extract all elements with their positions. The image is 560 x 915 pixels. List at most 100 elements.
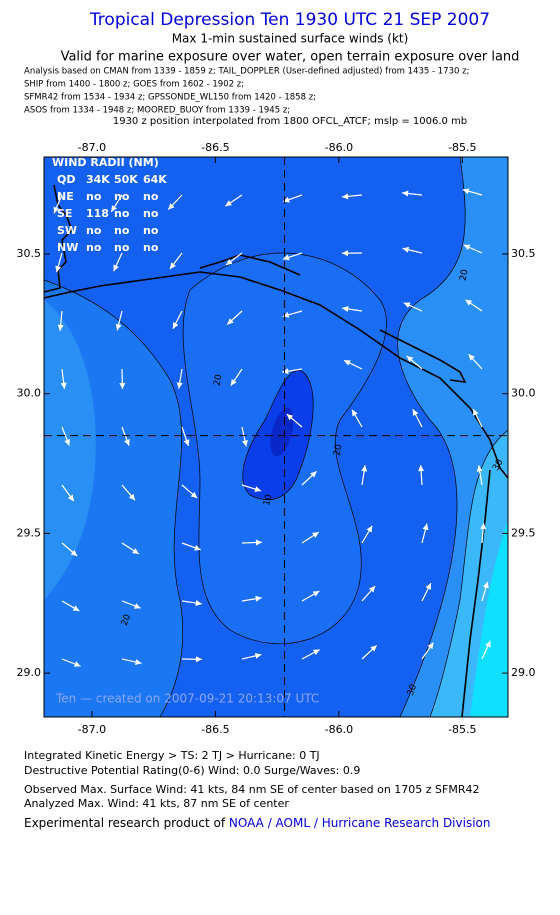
source-line: Analysis based on CMAN from 1339 - 1859 … xyxy=(24,67,469,77)
wind-arrow-head xyxy=(483,581,489,589)
wind-arrow-head xyxy=(172,322,179,329)
wind-arrow-head xyxy=(115,323,122,331)
radii-cell: SE xyxy=(57,207,72,220)
x-tick-label: -87.0 xyxy=(78,723,106,736)
wind-arrow-head xyxy=(370,645,377,652)
wind-arrow-head xyxy=(60,382,67,389)
footer-line: Analyzed Max. Wind: 41 kts, 87 nm SE of … xyxy=(24,797,289,810)
radii-cell: no xyxy=(143,207,159,220)
wind-arrow-head xyxy=(422,523,429,531)
source-line: ASOS from 1334 - 1948 z; MOORED_BUOY fro… xyxy=(24,106,290,116)
radii-cell: no xyxy=(86,241,102,254)
wind-arrow-head xyxy=(134,603,141,609)
radii-cell: no xyxy=(143,241,159,254)
x-tick-label: -86.0 xyxy=(325,141,353,154)
wind-arrow-head xyxy=(254,652,262,659)
source-line: SHIP from 1400 - 1800 z; GOES from 1602 … xyxy=(24,80,244,90)
wind-arrow-head xyxy=(113,264,119,272)
credit-link[interactable]: NOAA / AOML / Hurricane Research Divisio… xyxy=(229,816,491,830)
region xyxy=(270,407,294,457)
x-tick-label: -86.0 xyxy=(325,723,353,736)
wind-arrow-head xyxy=(225,258,233,265)
wind-arrow-head xyxy=(312,649,320,656)
wind-arrow-head xyxy=(168,203,175,210)
wind-arrow-head xyxy=(402,246,410,253)
radii-cell: no xyxy=(86,224,102,237)
credit: Experimental research product of NOAA / … xyxy=(24,816,490,830)
wind-arrow-head xyxy=(312,591,320,597)
wind-arrow-head xyxy=(169,262,176,269)
radii-cell: SW xyxy=(57,224,77,237)
wind-arrow-head xyxy=(176,382,183,389)
wind-arrow-head xyxy=(402,190,409,197)
wind-arrow-head xyxy=(342,250,349,257)
radii-header: 34K xyxy=(86,173,110,186)
radii-cell: no xyxy=(114,224,130,237)
contour-fill xyxy=(44,157,508,717)
wind-arrow-head xyxy=(425,583,431,590)
y-tick-label: 30.0 xyxy=(17,387,42,400)
y-tick-label: 29.0 xyxy=(511,666,536,679)
wind-arrow-head xyxy=(135,659,142,665)
contour-label: 30 xyxy=(406,683,419,697)
wind-arrow-head xyxy=(230,378,237,386)
wind-arrow-head xyxy=(64,438,70,446)
x-tick-label: -87.0 xyxy=(78,141,106,154)
wind-arrow-head xyxy=(242,440,248,447)
wind-arrow-head xyxy=(342,193,349,200)
footer-line: Integrated Kinetic Energy > TS: 2 TJ > H… xyxy=(24,749,320,762)
region xyxy=(44,300,96,600)
wind-arrow-head xyxy=(70,549,78,557)
credit-prefix: Experimental research product of xyxy=(24,816,229,830)
x-tick-label: -85.5 xyxy=(448,141,476,154)
wind-arrow-head xyxy=(183,439,190,446)
y-tick-label: 30.5 xyxy=(17,247,42,260)
wind-arrow-head xyxy=(368,585,376,593)
contour-label: 20 xyxy=(333,443,345,456)
radii-header: 50K xyxy=(114,173,138,186)
wind-arrow-head xyxy=(418,465,425,472)
wind-arrow-head xyxy=(476,465,483,472)
wind-arrow-head xyxy=(312,532,319,538)
wind-arrow-head xyxy=(366,525,373,533)
coastline xyxy=(44,184,508,717)
wind-arrow-head xyxy=(473,409,479,416)
wind-arrow-head xyxy=(128,493,135,501)
contour-label: 20 xyxy=(459,268,471,281)
x-tick-label: -86.5 xyxy=(201,141,229,154)
wind-arrow-head xyxy=(465,299,473,306)
wind-arrow-head xyxy=(194,544,201,551)
radii-title: WIND RADII (NM) xyxy=(52,156,159,169)
wind-arrow-head xyxy=(342,306,349,312)
x-tick-label: -85.5 xyxy=(448,723,476,736)
radii-cell: no xyxy=(143,224,159,237)
wind-arrow-head xyxy=(73,661,81,667)
wind-arrow-head xyxy=(427,642,434,650)
y-tick-label: 30.0 xyxy=(511,387,536,400)
wind-arrow-head xyxy=(57,324,64,331)
x-tick-label: -86.5 xyxy=(201,723,229,736)
wind-arrow-head xyxy=(463,244,471,251)
radii-cell: no xyxy=(143,190,159,203)
wind-arrow-head xyxy=(67,494,74,502)
subtitle: Max 1-min sustained surface winds (kt) xyxy=(172,32,409,46)
y-tick-label: 29.5 xyxy=(17,526,42,539)
wind-arrow-head xyxy=(310,471,317,478)
wind-arrow-head xyxy=(480,523,487,530)
wind-arrow-head xyxy=(286,414,294,421)
radii-cell: NE xyxy=(57,190,74,203)
region xyxy=(470,520,508,717)
validity: Valid for marine exposure over water, op… xyxy=(61,50,520,65)
footer-line: Destructive Potential Rating(0-6) Wind: … xyxy=(24,764,360,777)
annotation: Ten — created on 2007-09-21 20:13:07 UTC xyxy=(55,692,319,706)
contour-label: 20 xyxy=(120,613,133,627)
y-tick-label: 30.5 xyxy=(511,247,536,260)
radii-cell: NW xyxy=(57,241,78,254)
y-tick-label: 29.0 xyxy=(17,666,42,679)
position-note: 1930 z position interpolated from 1800 O… xyxy=(113,116,467,127)
wind-arrow-head xyxy=(361,465,368,472)
wind-arrow-head xyxy=(282,254,290,261)
radii-cell: no xyxy=(114,190,130,203)
wind-arrow-head xyxy=(254,486,262,492)
